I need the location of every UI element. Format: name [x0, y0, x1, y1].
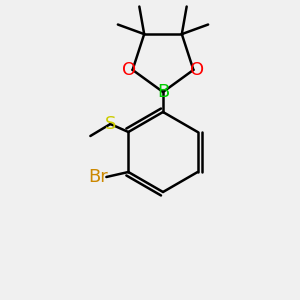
Text: B: B	[157, 83, 169, 101]
Text: O: O	[190, 61, 205, 79]
Text: S: S	[105, 115, 116, 133]
Text: O: O	[122, 61, 136, 79]
Text: Br: Br	[88, 168, 108, 186]
